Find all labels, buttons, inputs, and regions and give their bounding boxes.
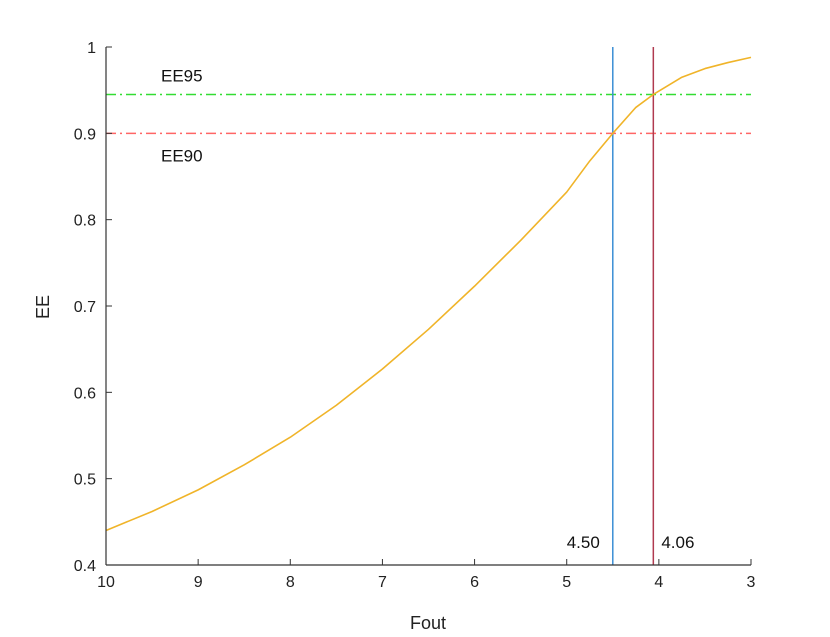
y-axis-title: EE	[33, 295, 53, 319]
threshold-label-1: 4.06	[661, 533, 694, 552]
x-tick-label: 3	[747, 574, 756, 591]
x-tick-label: 6	[470, 574, 479, 591]
x-tick-label: 5	[562, 574, 571, 591]
y-tick-label: 0.7	[74, 299, 96, 316]
axes: 10 9 8 7 6 5 4 3 0.4 0.5 0.6 0.7 0.8 0.9 1	[74, 40, 756, 591]
y-tick-label: 0.9	[74, 126, 96, 143]
threshold-label-0: 4.50	[567, 533, 600, 552]
x-tick-label: 4	[654, 574, 663, 591]
x-tick-label: 9	[194, 574, 203, 591]
y-tick-label: 0.4	[74, 558, 96, 575]
y-tick-label: 0.8	[74, 213, 96, 230]
x-tick-label: 10	[97, 574, 115, 591]
y-tick-label: 0.6	[74, 385, 96, 402]
x-tick-label: 8	[286, 574, 295, 591]
x-tick-label: 7	[378, 574, 387, 591]
x-axis-title: Fout	[410, 613, 446, 633]
reference-label-ee95: EE95	[161, 66, 203, 85]
y-tick-label: 0.5	[74, 472, 96, 489]
y-tick-label: 1	[87, 40, 96, 57]
plot-area: EE95 EE90 4.50 4.06	[105, 47, 752, 565]
series-line-0	[105, 56, 752, 532]
reference-label-ee90: EE90	[161, 146, 203, 165]
